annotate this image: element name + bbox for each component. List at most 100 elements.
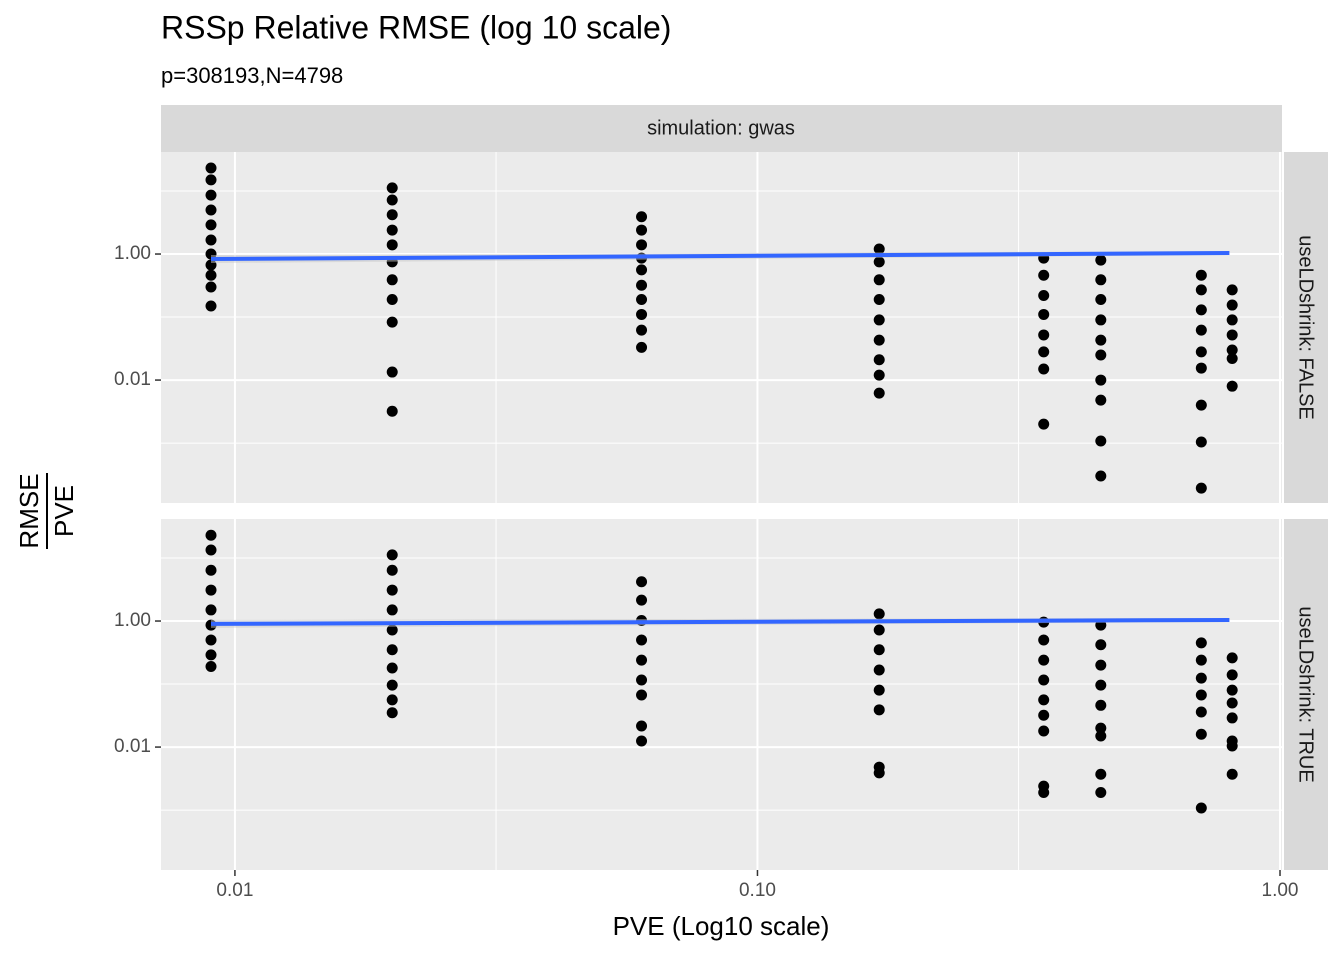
data-point: [386, 707, 398, 719]
fit-line: [210, 251, 1230, 262]
data-point: [1195, 654, 1207, 666]
data-point: [873, 256, 885, 268]
y-tick-label: 0.01: [114, 369, 151, 390]
data-point: [636, 308, 648, 320]
data-point: [873, 334, 885, 346]
data-point: [1038, 363, 1050, 375]
data-point: [636, 224, 648, 236]
data-point: [1195, 706, 1207, 718]
data-point: [386, 209, 398, 221]
data-point: [636, 239, 648, 251]
x-axis-title: PVE (Log10 scale): [613, 911, 830, 941]
data-point: [205, 269, 217, 281]
data-point: [205, 174, 217, 186]
data-point: [873, 664, 885, 676]
data-point: [1095, 679, 1107, 691]
strip-label: useLDshrink: FALSE: [1295, 235, 1317, 420]
data-point: [386, 194, 398, 206]
x-tick-label: 0.01: [216, 880, 253, 901]
data-point: [1226, 314, 1238, 326]
data-point: [636, 634, 648, 646]
data-point: [1226, 712, 1238, 724]
data-point: [873, 644, 885, 656]
data-point: [1226, 344, 1238, 356]
data-point: [1095, 349, 1107, 361]
data-point: [1195, 304, 1207, 316]
data-point: [205, 189, 217, 201]
data-point: [1195, 436, 1207, 448]
data-point: [1095, 659, 1107, 671]
data-point: [873, 243, 885, 255]
data-point: [205, 634, 217, 646]
data-point: [1095, 768, 1107, 780]
data-point: [205, 604, 217, 616]
data-point: [1195, 399, 1207, 411]
data-point: [636, 654, 648, 666]
data-point: [1038, 308, 1050, 320]
data-point: [1095, 274, 1107, 286]
data-point: [636, 293, 648, 305]
data-point: [386, 239, 398, 251]
data-point: [205, 234, 217, 246]
data-point: [386, 224, 398, 236]
data-point: [1038, 654, 1050, 666]
data-point: [873, 608, 885, 620]
data-point: [1195, 346, 1207, 358]
data-point: [636, 689, 648, 701]
data-point: [636, 594, 648, 606]
data-point: [636, 720, 648, 732]
y-axis-title: RMSE PVE: [14, 473, 79, 549]
data-point: [205, 544, 217, 556]
data-point: [205, 281, 217, 293]
data-point: [1226, 768, 1238, 780]
x-tick-label: 1.00: [1262, 880, 1299, 901]
data-point: [205, 564, 217, 576]
data-point: [386, 679, 398, 691]
data-point: [1095, 374, 1107, 386]
data-point: [873, 387, 885, 399]
data-point: [1095, 787, 1107, 799]
data-point: [1095, 394, 1107, 406]
data-point: [386, 293, 398, 305]
data-point: [1195, 324, 1207, 336]
data-point: [205, 204, 217, 216]
y-tick-label: 0.01: [114, 736, 151, 757]
data-point: [1038, 418, 1050, 430]
data-point: [1038, 634, 1050, 646]
data-point: [636, 324, 648, 336]
data-point: [386, 549, 398, 561]
data-point: [205, 219, 217, 231]
data-point: [1226, 352, 1238, 364]
data-point: [636, 211, 648, 223]
data-point: [1195, 637, 1207, 649]
data-point: [636, 674, 648, 686]
chart-subtitle: p=308193,N=4798: [161, 63, 343, 88]
strip-background: [161, 105, 1282, 152]
data-point: [1095, 314, 1107, 326]
strip-label: useLDshrink: TRUE: [1295, 606, 1317, 782]
strip-background: [1284, 519, 1328, 870]
data-point: [386, 584, 398, 596]
data-point: [1226, 697, 1238, 709]
data-point: [1095, 254, 1107, 266]
data-point: [205, 300, 217, 312]
panel-background: [161, 519, 1282, 870]
data-point: [873, 624, 885, 636]
data-point: [636, 576, 648, 588]
data-point: [873, 767, 885, 779]
data-point: [636, 279, 648, 291]
data-point: [1226, 740, 1238, 752]
data-point: [1095, 639, 1107, 651]
data-point: [1095, 699, 1107, 711]
data-point: [386, 694, 398, 706]
data-point: [205, 584, 217, 596]
data-point: [1226, 329, 1238, 341]
data-point: [386, 316, 398, 328]
data-point: [1195, 689, 1207, 701]
data-point: [1226, 284, 1238, 296]
y-title-numerator: RMSE: [14, 473, 44, 548]
data-point: [386, 604, 398, 616]
data-point: [205, 162, 217, 174]
data-point: [1226, 380, 1238, 392]
data-point: [636, 341, 648, 353]
